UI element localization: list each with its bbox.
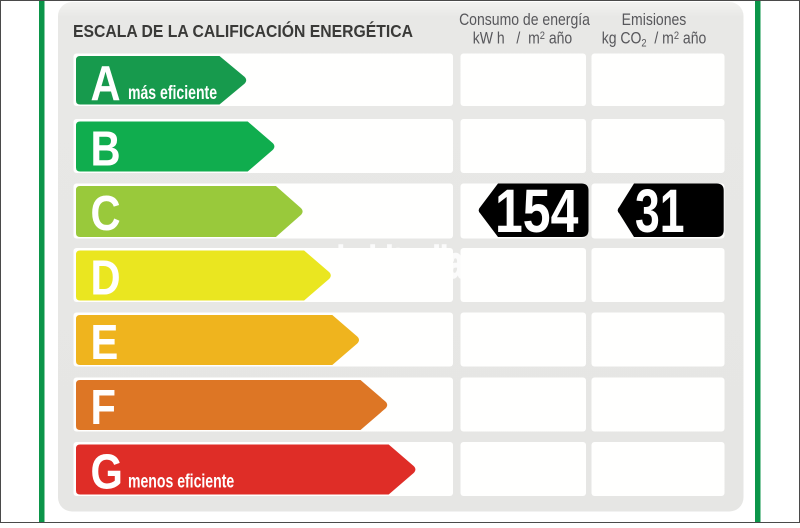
svg-text:D: D [91,250,121,305]
svg-text:kg CO2 / m2 año: kg CO2 / m2 año [602,29,707,49]
svg-text:C: C [91,186,121,241]
svg-text:E: E [91,315,119,370]
svg-text:154: 154 [495,177,578,245]
svg-text:31: 31 [635,178,685,245]
svg-text:más eficiente: más eficiente [128,82,217,104]
svg-text:F: F [91,380,116,435]
svg-text:Emisiones: Emisiones [622,11,687,29]
svg-text:Consumo de energía: Consumo de energía [459,11,590,29]
svg-text:kW h / m2 año: kW h / m2 año [473,29,572,47]
svg-text:ESCALA DE LA CALIFICACIÓN ENER: ESCALA DE LA CALIFICACIÓN ENERGÉTICA [73,21,413,41]
svg-text:A: A [91,56,121,111]
svg-text:habitaclia: habitaclia [337,238,464,287]
svg-text:G: G [91,444,123,499]
svg-text:menos eficiente: menos eficiente [128,470,234,492]
svg-text:B: B [91,121,121,176]
